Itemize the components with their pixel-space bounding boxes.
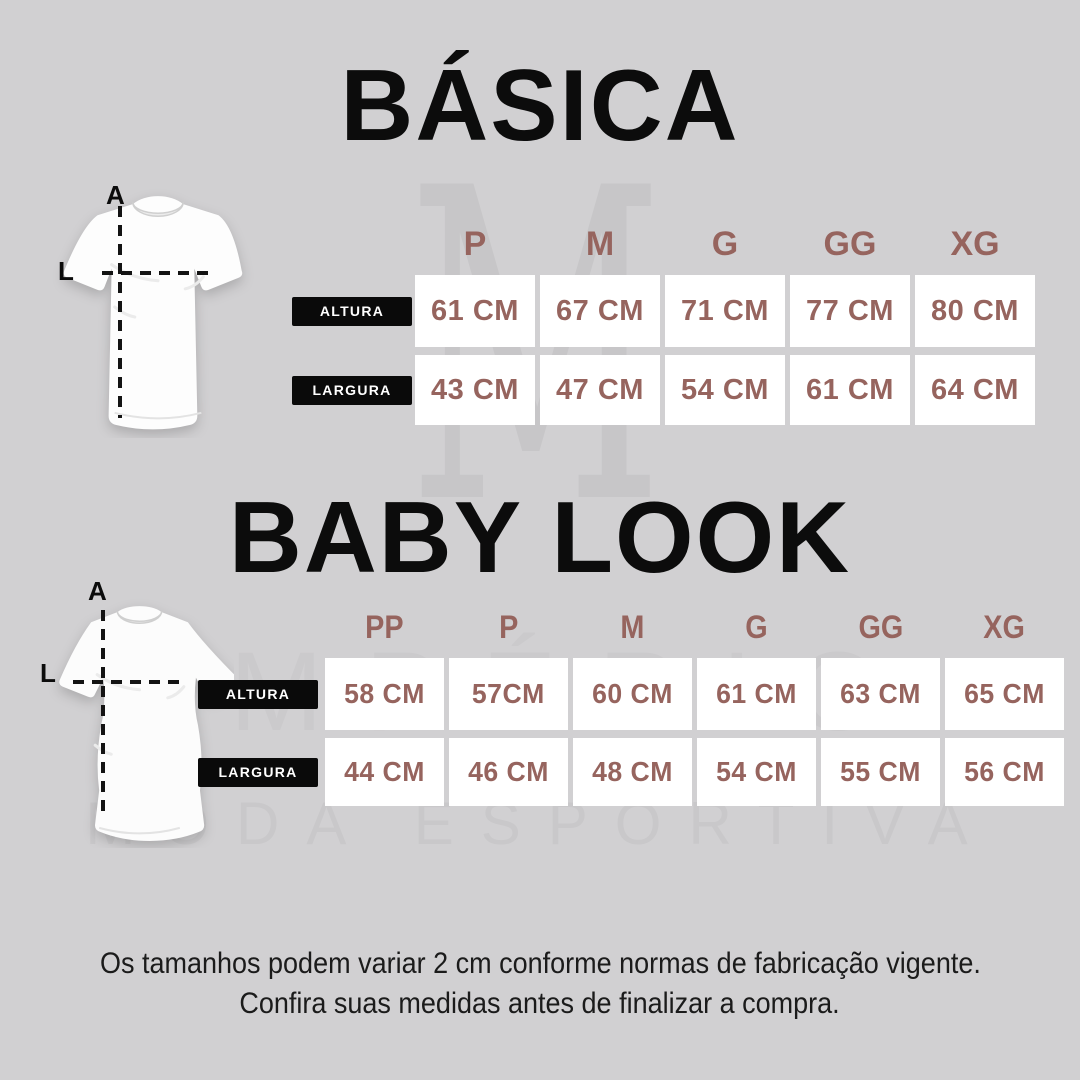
size-column-header: XG — [950, 224, 1000, 263]
size-column-header: M — [620, 609, 645, 645]
size-value-cell: 71 CM — [665, 275, 785, 347]
disclaimer-line-1: Os tamanhos podem variar 2 cm conforme n… — [99, 947, 981, 980]
size-column-header: G — [711, 224, 739, 263]
size-value-cell: 46 CM — [449, 738, 568, 806]
row-label-largura: LARGURA — [198, 757, 318, 787]
size-table-babylook: PP P M G GG XG ALTURA 58 CM 57CM 60 CM 61 CM 63 CM… — [198, 609, 1064, 806]
row-label-altura: ALTURA — [198, 679, 318, 709]
width-measure-letter: L — [58, 256, 74, 286]
size-value-cell: 61 CM — [790, 355, 910, 425]
size-value-cell: 60 CM — [573, 658, 692, 730]
size-value-cell: 67 CM — [540, 275, 660, 347]
size-value-cell: 55 CM — [821, 738, 940, 806]
size-column-header: P — [498, 609, 519, 645]
size-value-cell: 43 CM — [415, 355, 535, 425]
height-measure-letter: A — [88, 576, 107, 606]
size-column-header: XG — [983, 609, 1026, 645]
height-measure-line — [101, 610, 105, 818]
size-value-cell: 56 CM — [945, 738, 1064, 806]
width-measure-line — [102, 271, 215, 275]
brand-monogram-watermark: M — [408, 99, 664, 599]
size-value-cell: 63 CM — [821, 658, 940, 730]
size-column-header: G — [745, 609, 768, 645]
measurement-row: LARGURA 43 CM 47 CM 54 CM 61 CM 64 CM — [292, 355, 1035, 425]
measurement-row: LARGURA 44 CM 46 CM 48 CM 54 CM 55 CM 56 CM — [198, 738, 1064, 806]
height-measure-line — [118, 206, 122, 418]
disclaimer-line-2: Confira suas medidas antes de finalizar … — [239, 986, 841, 1020]
size-value-cell: 80 CM — [915, 275, 1035, 347]
size-header-row: PP P M G GG XG — [325, 609, 1064, 645]
size-value-cell: 58 CM — [325, 658, 444, 730]
row-label-largura: LARGURA — [292, 375, 412, 405]
height-measure-letter: A — [106, 180, 125, 210]
measurement-row: ALTURA 61 CM 67 CM 71 CM 77 CM 80 CM — [292, 275, 1035, 347]
disclaimer-text: Os tamanhos podem variar 2 cm conforme n… — [0, 944, 1080, 1024]
size-value-cell: 47 CM — [540, 355, 660, 425]
size-value-cell: 64 CM — [915, 355, 1035, 425]
section-title-basica: BÁSICA — [340, 50, 740, 162]
size-value-cell: 61 CM — [415, 275, 535, 347]
size-column-header: GG — [858, 609, 903, 645]
section-title-babylook: BABY LOOK — [228, 482, 852, 594]
size-column-header: GG — [823, 224, 877, 263]
size-value-cell: 61 CM — [697, 658, 816, 730]
size-value-cell: 48 CM — [573, 738, 692, 806]
size-column-header: M — [585, 224, 615, 263]
width-measure-letter: L — [40, 658, 56, 688]
tshirt-basica-image — [63, 196, 243, 430]
size-value-cell: 77 CM — [790, 275, 910, 347]
size-value-cell: 54 CM — [697, 738, 816, 806]
row-label-altura: ALTURA — [292, 296, 412, 326]
size-column-header: P — [463, 224, 487, 263]
size-header-row: P M G GG XG — [415, 224, 1035, 263]
size-table-basica: P M G GG XG ALTURA 61 CM 67 CM 71 CM 77 CM 80 CM L… — [292, 224, 1035, 425]
size-value-cell: 44 CM — [325, 738, 444, 806]
size-column-header: PP — [365, 609, 404, 645]
size-value-cell: 57CM — [449, 658, 568, 730]
measurement-row: ALTURA 58 CM 57CM 60 CM 61 CM 63 CM 65 CM — [198, 658, 1064, 730]
width-measure-line — [73, 680, 183, 684]
size-value-cell: 65 CM — [945, 658, 1064, 730]
size-value-cell: 54 CM — [665, 355, 785, 425]
